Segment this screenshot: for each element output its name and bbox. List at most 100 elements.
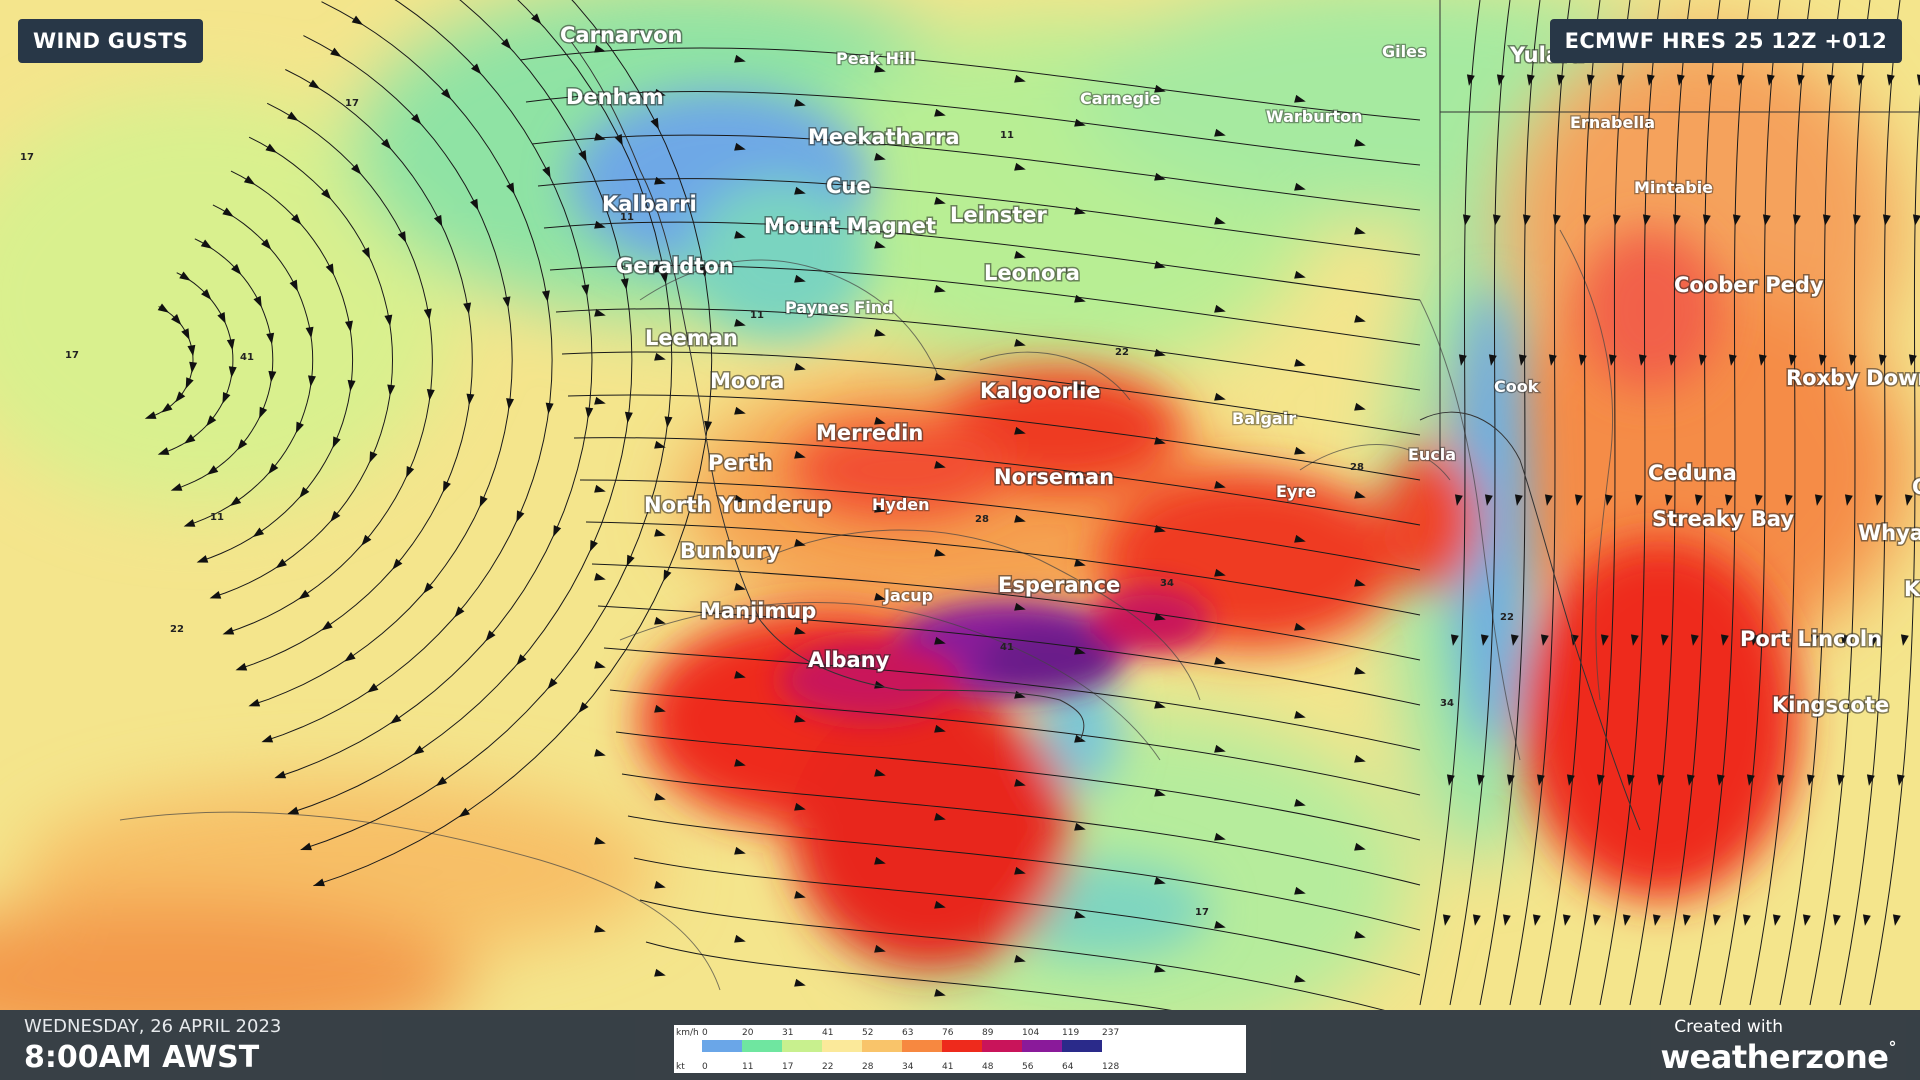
streamline bbox=[1869, 94, 1920, 1006]
wind-arrow bbox=[594, 308, 606, 317]
wind-arrow bbox=[1634, 494, 1643, 506]
wind-arrow bbox=[734, 318, 746, 327]
wind-arrow bbox=[734, 406, 746, 415]
wind-arrow bbox=[734, 230, 746, 239]
wind-arrow bbox=[626, 554, 635, 567]
wind-arrow bbox=[1074, 558, 1086, 567]
place-label: Manjimup bbox=[700, 599, 816, 623]
wind-arrow bbox=[794, 890, 806, 899]
place-label-minor: Jacup bbox=[883, 586, 933, 605]
wind-arrow bbox=[654, 792, 666, 801]
wind-arrow bbox=[1154, 84, 1166, 93]
wind-arrow bbox=[266, 332, 275, 345]
wind-arrow bbox=[1014, 514, 1026, 523]
wind-arrow bbox=[1154, 788, 1166, 797]
wind-arrow bbox=[1832, 914, 1841, 926]
wind-arrow bbox=[594, 44, 606, 53]
wind-arrow bbox=[222, 626, 235, 635]
streamline bbox=[1719, 0, 1781, 1006]
place-label: Coober Pedy bbox=[1674, 273, 1824, 297]
wind-arrow bbox=[1014, 426, 1026, 435]
weatherzone-logo: weatherzone° bbox=[1660, 1038, 1896, 1076]
wind-arrow bbox=[1154, 172, 1166, 181]
wind-arrow bbox=[1772, 914, 1781, 926]
wind-arrow bbox=[934, 372, 946, 381]
streamline bbox=[1419, 0, 1481, 1006]
wind-arrow bbox=[1652, 914, 1661, 926]
contour-label: 11 bbox=[210, 512, 224, 523]
wind-arrow bbox=[361, 247, 371, 259]
place-label: Mount Magnet bbox=[764, 214, 936, 238]
wind-arrow bbox=[734, 494, 746, 503]
legend-kmh-value: 0 bbox=[702, 1028, 708, 1038]
streamline bbox=[633, 857, 1421, 976]
wind-arrow bbox=[1354, 402, 1366, 411]
coastline bbox=[569, 0, 1920, 831]
wind-arrow bbox=[275, 558, 287, 569]
wind-arrow bbox=[479, 495, 488, 508]
wind-arrow bbox=[1154, 612, 1166, 621]
wind-arrow bbox=[589, 539, 598, 552]
wind-arrow bbox=[1472, 914, 1481, 926]
streamline bbox=[573, 437, 1421, 526]
wind-arrow bbox=[1856, 74, 1865, 86]
wind-arrow bbox=[1886, 74, 1895, 86]
wind-arrow bbox=[1544, 494, 1553, 506]
legend-kt-value: 48 bbox=[982, 1062, 994, 1072]
wind-arrow bbox=[794, 186, 806, 195]
wind-arrow bbox=[261, 734, 274, 743]
wind-arrow bbox=[506, 182, 515, 195]
place-label-minor: Paynes Find bbox=[785, 298, 894, 317]
wind-arrow bbox=[1874, 494, 1883, 506]
wind-arrow bbox=[1758, 354, 1767, 366]
wind-arrow bbox=[585, 407, 594, 419]
wind-arrow bbox=[594, 748, 606, 757]
wind-arrow bbox=[287, 111, 299, 121]
legend-swatch bbox=[902, 1040, 942, 1052]
wind-arrow bbox=[1294, 358, 1306, 367]
wind-arrow bbox=[299, 486, 310, 498]
wind-arrow bbox=[1742, 914, 1751, 926]
wind-arrow bbox=[594, 220, 606, 229]
wind-arrow bbox=[620, 278, 629, 290]
wind-arrow bbox=[734, 758, 746, 767]
wind-arrow bbox=[1442, 914, 1451, 926]
wind-arrow bbox=[1810, 634, 1819, 646]
wind-arrow bbox=[1466, 74, 1475, 86]
wind-arrow bbox=[1814, 494, 1823, 506]
wind-arrow bbox=[874, 328, 886, 337]
contour-label: 22 bbox=[1115, 347, 1129, 358]
wind-arrow bbox=[397, 231, 407, 243]
wind-arrow bbox=[1214, 128, 1226, 137]
wind-arrow bbox=[594, 924, 606, 933]
wind-arrow bbox=[1788, 354, 1797, 366]
wind-arrow bbox=[308, 79, 320, 89]
wind-arrow bbox=[1762, 214, 1771, 226]
legend-swatch bbox=[982, 1040, 1022, 1052]
streamline bbox=[585, 521, 1421, 616]
wind-arrow bbox=[144, 411, 157, 419]
wind-arrow bbox=[1154, 348, 1166, 357]
wind-arrow bbox=[1294, 622, 1306, 631]
wind-arrow bbox=[660, 272, 669, 284]
streamline bbox=[1599, 0, 1661, 1006]
wind-arrow bbox=[1154, 964, 1166, 973]
place-labels: Carnarvon Denham Meekatharra Cue Kalbarri Mou… bbox=[559, 22, 1920, 719]
legend-swatch bbox=[1022, 1040, 1062, 1052]
place-label: Port Lincoln bbox=[1740, 627, 1882, 651]
place-label: Moora bbox=[710, 369, 784, 393]
wind-arrow bbox=[934, 548, 946, 557]
wind-arrow bbox=[934, 108, 946, 117]
place-label: Streaky Bay bbox=[1652, 507, 1794, 531]
wind-arrow bbox=[794, 274, 806, 283]
wind-arrow bbox=[1578, 354, 1587, 366]
wind-arrow bbox=[502, 296, 511, 308]
wind-arrow bbox=[351, 163, 362, 175]
wind-arrow bbox=[196, 555, 209, 563]
wind-arrow bbox=[1294, 182, 1306, 191]
wind-arrow bbox=[423, 308, 432, 321]
wind-arrow bbox=[1566, 774, 1575, 786]
wind-arrow bbox=[1074, 118, 1086, 127]
wind-arrow bbox=[1796, 74, 1805, 86]
wind-arrow bbox=[1354, 226, 1366, 235]
